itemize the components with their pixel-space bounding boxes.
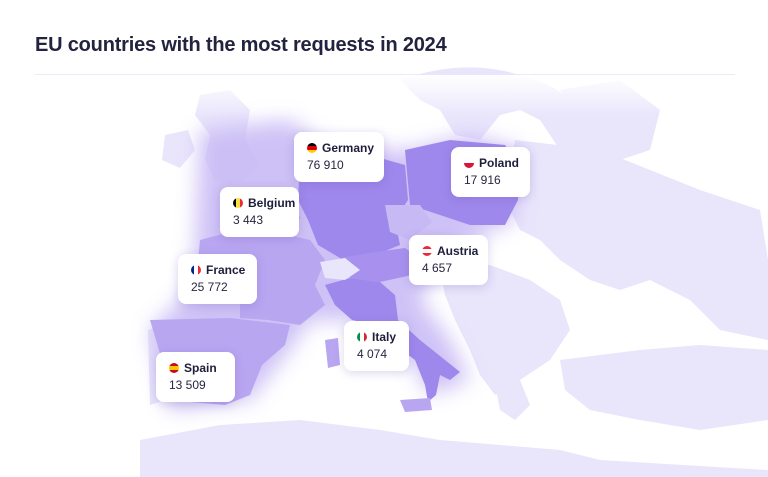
- country-card-austria[interactable]: Austria 4 657: [409, 235, 488, 285]
- country-value: 13 509: [169, 378, 206, 392]
- country-card-germany[interactable]: Germany 76 910: [294, 132, 384, 182]
- country-value: 17 916: [464, 173, 501, 187]
- france-flag-icon: [191, 265, 201, 275]
- flag-stripe: [197, 265, 201, 275]
- flag-stripe: [307, 146, 317, 150]
- country-card-poland[interactable]: Poland 17 916: [451, 147, 530, 197]
- country-card-italy[interactable]: Italy 4 074: [344, 321, 409, 371]
- flag-stripe: [236, 198, 240, 208]
- poland-flag-icon: [464, 158, 474, 168]
- flag-stripe: [422, 252, 432, 256]
- flag-stripe: [422, 249, 432, 253]
- country-value: 4 657: [422, 261, 453, 275]
- flag-stripe: [169, 366, 179, 370]
- flag-stripe: [422, 246, 432, 250]
- country-card-france[interactable]: France 25 772: [178, 254, 257, 304]
- country-card-belgium[interactable]: Belgium 3 443: [220, 187, 299, 237]
- flag-stripe: [307, 143, 317, 147]
- belgium-flag-icon: [233, 198, 243, 208]
- flag-stripe: [169, 369, 179, 373]
- country-value: 4 074: [357, 347, 388, 361]
- austria-shape: [340, 248, 420, 282]
- country-name: Germany: [322, 141, 375, 155]
- flag-stripe: [239, 198, 243, 208]
- germany-flag-icon: [307, 143, 317, 153]
- country-name: Belgium: [248, 196, 296, 210]
- flag-stripe: [169, 363, 179, 367]
- country-value: 3 443: [233, 213, 264, 227]
- flag-stripe: [464, 158, 474, 163]
- country-card-spain[interactable]: Spain 13 509: [156, 352, 235, 402]
- austria-flag-icon: [422, 246, 432, 256]
- page-title: EU countries with the most requests in 2…: [35, 34, 447, 56]
- country-name: Spain: [184, 361, 217, 375]
- country-value: 25 772: [191, 280, 228, 294]
- flag-stripe: [464, 163, 474, 168]
- spain-flag-icon: [169, 363, 179, 373]
- flag-stripe: [191, 265, 195, 275]
- italy-flag-icon: [357, 332, 367, 342]
- france-shape: [198, 228, 325, 325]
- country-value: 76 910: [307, 158, 344, 172]
- country-name: Italy: [372, 330, 397, 344]
- flag-stripe: [363, 332, 367, 342]
- flag-stripe: [357, 332, 361, 342]
- country-name: France: [206, 263, 246, 277]
- country-name: Poland: [479, 156, 520, 170]
- flag-stripe: [307, 149, 317, 153]
- country-name: Austria: [437, 244, 479, 258]
- flag-stripe: [233, 198, 237, 208]
- flag-stripe: [194, 265, 198, 275]
- flag-stripe: [360, 332, 364, 342]
- title-divider: [35, 74, 735, 75]
